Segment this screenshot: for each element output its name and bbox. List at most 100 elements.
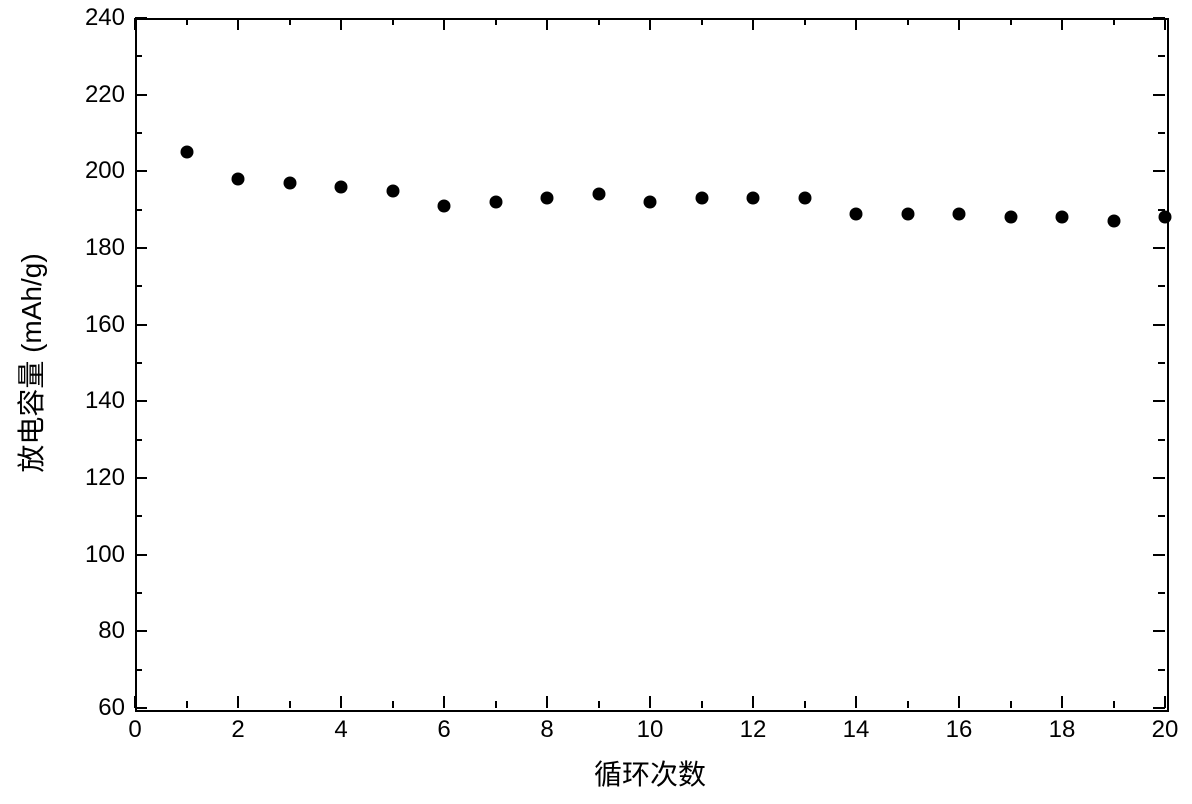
x-tick-label: 10 <box>630 716 670 744</box>
y-tick-label: 220 <box>85 81 125 109</box>
x-tick-minor <box>289 18 291 25</box>
data-point <box>850 207 863 220</box>
y-tick-major <box>1153 247 1165 249</box>
y-tick-label: 80 <box>98 617 125 645</box>
y-tick-major <box>1153 554 1165 556</box>
x-tick-label: 16 <box>939 716 979 744</box>
x-tick-major <box>134 696 136 708</box>
y-tick-label: 180 <box>85 234 125 262</box>
x-tick-label: 12 <box>733 716 773 744</box>
data-point <box>335 180 348 193</box>
x-tick-minor <box>907 701 909 708</box>
x-tick-minor <box>598 18 600 25</box>
x-tick-major <box>649 696 651 708</box>
x-tick-minor <box>186 18 188 25</box>
x-tick-major <box>1061 18 1063 30</box>
y-tick-major <box>135 707 147 709</box>
y-tick-label: 120 <box>85 464 125 492</box>
data-point <box>901 207 914 220</box>
y-tick-major <box>135 400 147 402</box>
x-tick-minor <box>392 701 394 708</box>
data-point <box>1056 211 1069 224</box>
data-point <box>541 192 554 205</box>
y-tick-label: 140 <box>85 387 125 415</box>
data-point <box>232 173 245 186</box>
y-tick-minor <box>1158 592 1165 594</box>
x-tick-major <box>340 696 342 708</box>
data-point <box>644 196 657 209</box>
y-tick-major <box>1153 477 1165 479</box>
data-point <box>695 192 708 205</box>
data-point <box>1004 211 1017 224</box>
data-point <box>747 192 760 205</box>
y-tick-major <box>1153 630 1165 632</box>
y-tick-minor <box>1158 669 1165 671</box>
x-axis-label: 循环次数 <box>594 753 706 793</box>
data-point <box>592 188 605 201</box>
y-tick-minor <box>135 439 142 441</box>
x-tick-major <box>1164 18 1166 30</box>
y-tick-major <box>135 17 147 19</box>
y-tick-major <box>135 170 147 172</box>
data-point <box>953 207 966 220</box>
y-tick-label: 100 <box>85 541 125 569</box>
x-tick-label: 14 <box>836 716 876 744</box>
x-tick-minor <box>907 18 909 25</box>
y-tick-label: 160 <box>85 311 125 339</box>
y-tick-minor <box>1158 132 1165 134</box>
x-tick-major <box>546 18 548 30</box>
y-tick-major <box>135 477 147 479</box>
y-tick-major <box>135 94 147 96</box>
data-point <box>386 184 399 197</box>
x-tick-major <box>649 18 651 30</box>
x-tick-label: 0 <box>115 716 155 744</box>
data-point <box>283 176 296 189</box>
x-tick-major <box>752 696 754 708</box>
x-tick-minor <box>1010 18 1012 25</box>
data-point <box>489 196 502 209</box>
y-tick-minor <box>135 285 142 287</box>
y-tick-major <box>135 630 147 632</box>
y-tick-major <box>135 247 147 249</box>
x-tick-major <box>237 696 239 708</box>
y-tick-minor <box>135 132 142 134</box>
x-tick-major <box>134 18 136 30</box>
y-tick-minor <box>135 362 142 364</box>
y-tick-minor <box>1158 362 1165 364</box>
x-tick-minor <box>289 701 291 708</box>
y-tick-minor <box>135 515 142 517</box>
chart-container: 放电容量 (mAh/g) 循环次数 6080100120140160180200… <box>0 0 1192 804</box>
y-tick-minor <box>1158 285 1165 287</box>
data-point <box>180 146 193 159</box>
x-tick-minor <box>701 18 703 25</box>
x-tick-label: 18 <box>1042 716 1082 744</box>
y-tick-minor <box>135 209 142 211</box>
x-tick-minor <box>1113 18 1115 25</box>
x-tick-minor <box>804 18 806 25</box>
y-tick-minor <box>135 592 142 594</box>
data-point <box>438 199 451 212</box>
plot-area <box>135 18 1169 712</box>
x-tick-minor <box>1010 701 1012 708</box>
x-tick-major <box>443 696 445 708</box>
x-tick-major <box>340 18 342 30</box>
x-tick-label: 6 <box>424 716 464 744</box>
x-tick-label: 8 <box>527 716 567 744</box>
y-tick-major <box>1153 324 1165 326</box>
y-tick-minor <box>1158 55 1165 57</box>
data-point <box>1107 215 1120 228</box>
x-tick-major <box>546 696 548 708</box>
y-tick-major <box>135 324 147 326</box>
x-tick-major <box>752 18 754 30</box>
y-tick-label: 200 <box>85 157 125 185</box>
x-tick-major <box>237 18 239 30</box>
x-tick-minor <box>804 701 806 708</box>
x-tick-major <box>855 18 857 30</box>
y-tick-major <box>1153 170 1165 172</box>
y-axis-label: 放电容量 (mAh/g) <box>10 253 50 472</box>
x-tick-minor <box>701 701 703 708</box>
y-tick-minor <box>135 55 142 57</box>
x-tick-minor <box>598 701 600 708</box>
y-tick-label: 240 <box>85 4 125 32</box>
x-tick-major <box>1164 696 1166 708</box>
